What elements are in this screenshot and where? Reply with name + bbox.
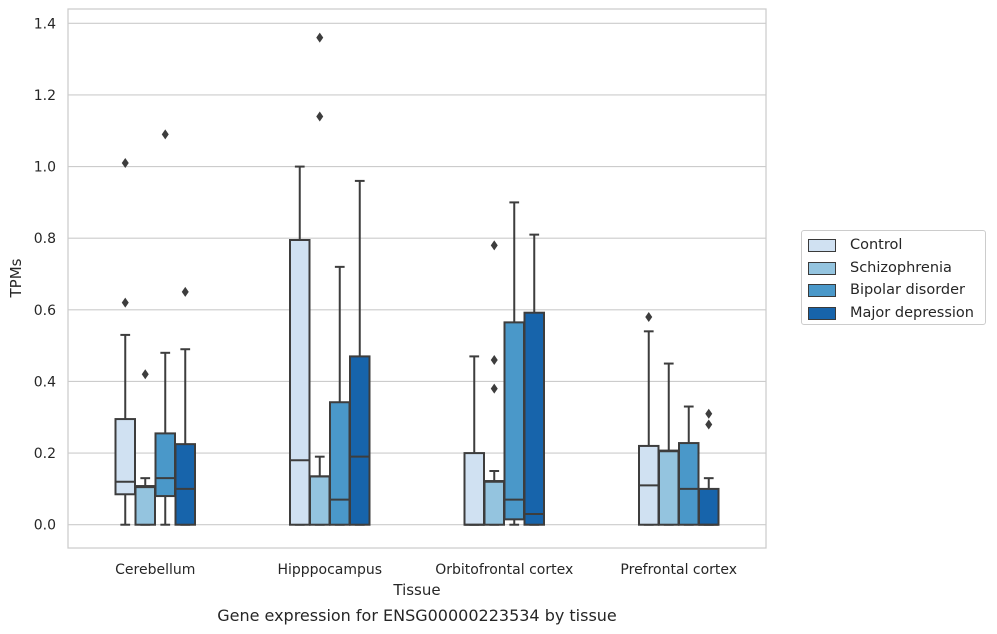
outlier-control [121,158,129,168]
x-tick-label: Orbitofrontal cortex [435,562,573,578]
y-tick-label: 0.4 [34,374,56,390]
box-control [114,418,136,496]
legend-swatch-major-depression [808,306,836,320]
box-group-orbitofrontal-cortex [463,201,545,526]
box-group-hipppocampus [289,32,371,526]
box-schizophrenia [134,485,156,526]
outlier-schizophrenia [316,111,324,122]
outlier-schizophrenia [316,32,324,43]
box-schizophrenia [483,480,505,526]
legend: Control Schizophrenia Bipolar disorder M… [801,230,986,325]
legend-label-major-depression: Major depression [850,305,974,321]
legend-label-control: Control [850,237,903,253]
box-bipolar-disorder [678,442,700,526]
outlier-major-depression [705,419,713,430]
figure-caption: Gene expression for ENSG00000223534 by t… [217,606,617,625]
legend-item-bipolar-disorder: Bipolar disorder [808,279,965,301]
x-axis-title: Tissue [392,581,440,599]
box-control [289,239,311,526]
outlier-control [121,297,129,308]
plot-frame [67,8,767,549]
outlier-schizophrenia [490,354,498,365]
y-tick-label: 1.4 [34,16,56,32]
y-tick-label: 0.6 [34,303,56,319]
y-tick-label: 0.0 [34,518,56,534]
y-axis-title: TPMs [7,258,25,298]
y-axis-ticks: 0.0 0.2 0.4 0.6 0.8 1.0 1.2 1.4 [34,16,56,533]
y-tick-label: 0.8 [34,231,56,247]
box-major-depression [523,311,545,526]
box-group-prefrontal-cortex [638,312,720,526]
x-tick-label: Cerebellum [115,562,195,578]
box-schizophrenia [658,449,680,526]
outlier-schizophrenia [490,383,498,394]
y-tick-label: 0.2 [34,446,56,462]
outlier-major-depression [705,408,713,419]
legend-swatch-schizophrenia [808,261,836,275]
x-axis-ticks: Cerebellum Hipppocampus Orbitofrontal cort… [115,562,737,578]
box-major-depression [698,487,720,526]
legend-label-schizophrenia: Schizophrenia [850,260,952,276]
legend-swatch-control [808,238,836,252]
box-bipolar-disorder [154,432,176,498]
y-tick-label: 1.2 [34,88,56,104]
box-group-cerebellum [114,129,196,526]
outlier-schizophrenia [490,240,498,251]
box-groups [114,32,720,526]
y-tick-label: 1.0 [34,160,56,176]
legend-label-bipolar-disorder: Bipolar disorder [850,282,965,298]
box-schizophrenia [309,475,331,526]
x-tick-label: Hipppocampus [277,562,382,578]
box-bipolar-disorder [329,401,351,526]
legend-item-major-depression: Major depression [808,302,974,324]
outlier-schizophrenia [141,369,149,380]
legend-item-schizophrenia: Schizophrenia [808,257,952,279]
box-major-depression [349,355,371,526]
x-tick-label: Prefrontal cortex [620,562,737,578]
legend-swatch-bipolar-disorder [808,283,836,297]
box-major-depression [174,443,196,526]
outlier-major-depression [181,286,189,297]
outlier-control [645,312,653,322]
legend-item-control: Control [808,234,902,256]
box-control [463,452,485,526]
outlier-bipolar-disorder [161,129,169,140]
box-bipolar-disorder [503,321,525,521]
